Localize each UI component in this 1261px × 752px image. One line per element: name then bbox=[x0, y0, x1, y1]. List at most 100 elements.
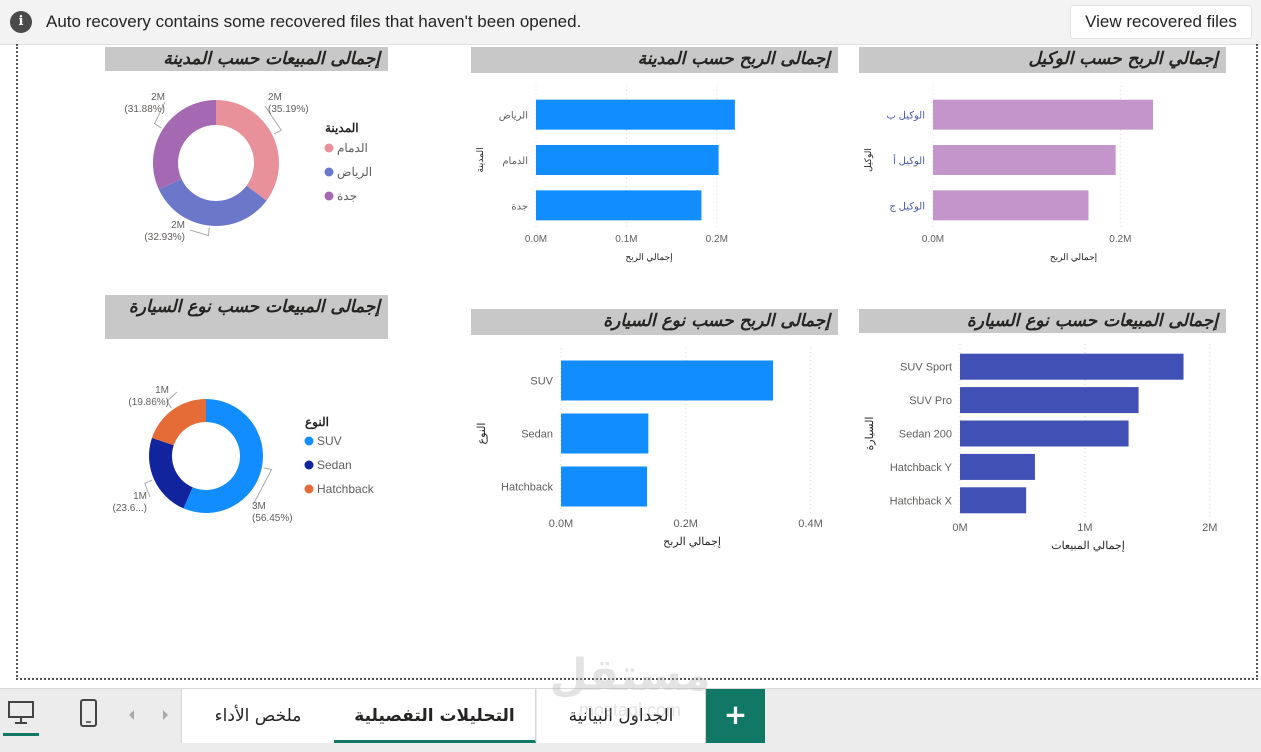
y-category-label: جدة bbox=[511, 201, 528, 212]
data-label: (35.19%) bbox=[268, 104, 309, 115]
sales-by-type-donut-chart[interactable]: 3M(56.45%)1M(23.6...)1M(19.86%) النوع SU… bbox=[105, 345, 395, 535]
legend-item: الرياض bbox=[337, 165, 372, 179]
legend-marker bbox=[304, 460, 314, 470]
visual-title-sales-by-city: إجمالى المبيعات حسب المدينة bbox=[105, 47, 388, 71]
legend-item: جدة bbox=[337, 189, 357, 203]
info-icon: i bbox=[10, 11, 32, 33]
bar bbox=[933, 190, 1089, 221]
leader-line bbox=[166, 391, 178, 409]
x-tick-label: 0.1M bbox=[615, 234, 637, 245]
y-category-label: الدمام bbox=[502, 156, 528, 167]
chevron-right-icon[interactable] bbox=[157, 705, 173, 725]
y-category-label: الوكيل ج bbox=[889, 201, 925, 212]
x-tick-label: 0.0M bbox=[525, 234, 547, 245]
leader-line bbox=[189, 227, 210, 237]
donut-slice bbox=[216, 100, 279, 201]
legend-title: النوع bbox=[305, 415, 329, 430]
tab-data-tables[interactable]: الجداول البيانية bbox=[537, 689, 706, 743]
bar bbox=[561, 360, 774, 401]
x-axis-title: إجمالي الربح bbox=[625, 252, 672, 263]
bar bbox=[960, 420, 1129, 447]
tab-performance-summary[interactable]: ملخص الأداء bbox=[181, 689, 335, 743]
data-label: (32.93%) bbox=[144, 232, 185, 243]
bar bbox=[536, 99, 735, 130]
data-label: (56.45%) bbox=[252, 513, 293, 524]
data-label: 2M bbox=[151, 92, 165, 103]
y-axis-title: النوع bbox=[476, 423, 488, 445]
y-category-label: Sedan bbox=[521, 429, 553, 441]
data-label: (23.6...) bbox=[113, 503, 147, 514]
legend-item: الدمام bbox=[337, 141, 368, 155]
bar bbox=[960, 487, 1027, 514]
donut-slice bbox=[149, 437, 193, 509]
profit-by-city-bar-chart[interactable]: 0.0M 0.1M 0.2M الرياض الدمام جدة إجمالي الربح ا… bbox=[471, 80, 838, 265]
profit-by-type-bar-chart[interactable]: 0.0M 0.2M 0.4M SUV Sedan Hatchback إجمالي الرب… bbox=[471, 340, 838, 570]
x-tick-label: 0.0M bbox=[922, 234, 944, 245]
y-axis-title: السيارة bbox=[864, 417, 876, 451]
legend-title: المدينة bbox=[325, 121, 359, 135]
bar bbox=[960, 387, 1139, 414]
visual-title-profit-by-city: إجمالى الربح حسب المدينة bbox=[471, 47, 838, 73]
data-label: 2M bbox=[171, 220, 185, 231]
tab-detailed-analytics[interactable]: التحليلات التفصيلية bbox=[334, 689, 536, 743]
y-category-label: SUV Pro bbox=[909, 395, 952, 407]
x-tick-label: 0.2M bbox=[1109, 234, 1131, 245]
data-label: (19.86%) bbox=[128, 397, 169, 408]
y-category-label: Hatchback X bbox=[890, 495, 953, 507]
bar bbox=[960, 453, 1035, 480]
chevron-left-icon[interactable] bbox=[124, 705, 140, 725]
legend-marker bbox=[304, 484, 314, 494]
data-label: 1M bbox=[155, 385, 169, 396]
recovery-notification-bar: i Auto recovery contains some recovered … bbox=[0, 0, 1261, 45]
phone-icon[interactable] bbox=[75, 697, 103, 733]
x-tick-label: 0.2M bbox=[674, 518, 698, 530]
x-tick-label: 2M bbox=[1202, 522, 1217, 534]
x-tick-label: 0.2M bbox=[706, 234, 728, 245]
bar bbox=[933, 99, 1154, 130]
y-category-label: Hatchback bbox=[501, 482, 553, 494]
donut-slice bbox=[151, 399, 206, 446]
data-label: 3M bbox=[252, 501, 266, 512]
legend-item: Sedan bbox=[317, 458, 352, 472]
data-label: 2M bbox=[268, 92, 282, 103]
donut-slice bbox=[158, 178, 267, 227]
sales-by-car-bar-chart[interactable]: 0M 1M 2M SUV Sport SUV Pro Sedan 200 Hatchback… bbox=[859, 340, 1226, 570]
visual-title-sales-by-type: إجمالى المبيعات حسب نوع السيارة bbox=[105, 295, 388, 339]
bar bbox=[960, 353, 1184, 380]
bar bbox=[561, 466, 648, 507]
y-category-label: Sedan 200 bbox=[899, 429, 952, 441]
x-axis-title: إجمالي المبيعات bbox=[1051, 540, 1125, 552]
visual-title-profit-by-type: إجمالى الربح حسب نوع السيارة bbox=[471, 309, 838, 335]
x-tick-label: 0.4M bbox=[798, 518, 822, 530]
desktop-icon[interactable] bbox=[3, 697, 39, 736]
leader-line bbox=[153, 101, 166, 129]
bar bbox=[561, 413, 649, 454]
x-axis-title: إجمالي الربح bbox=[1050, 252, 1097, 263]
y-axis-title: الوكيل bbox=[863, 148, 874, 172]
y-axis-title: المدينة bbox=[475, 147, 485, 172]
y-category-label: SUV Sport bbox=[900, 362, 952, 374]
x-tick-label: 0M bbox=[952, 522, 967, 534]
view-recovered-files-button[interactable]: View recovered files bbox=[1070, 5, 1252, 39]
report-canvas bbox=[16, 44, 1258, 680]
y-category-label: الوكيل أ bbox=[893, 154, 925, 167]
y-category-label: الرياض bbox=[499, 111, 528, 122]
sales-by-city-donut-chart[interactable]: 2M(35.19%)2M(32.93%)2M(31.88%) المدينة ا… bbox=[105, 80, 395, 260]
notification-message: Auto recovery contains some recovered fi… bbox=[46, 12, 582, 31]
leader-line bbox=[144, 479, 153, 498]
y-category-label: SUV bbox=[530, 376, 553, 388]
bar bbox=[536, 145, 719, 175]
legend-marker bbox=[324, 167, 334, 177]
visual-title-profit-by-agent: إجمالي الربح حسب الوكيل bbox=[859, 47, 1226, 73]
visual-title-sales-by-car: إجمالى المبيعات حسب نوع السيارة bbox=[859, 309, 1226, 333]
donut-slice bbox=[153, 100, 216, 190]
profit-by-agent-bar-chart[interactable]: 0.0M 0.2M الوكيل ب الوكيل أ الوكيل ج إجمالي ا… bbox=[859, 80, 1226, 265]
bar bbox=[536, 190, 702, 221]
legend-item: SUV bbox=[317, 434, 342, 448]
bar bbox=[933, 145, 1116, 175]
legend-marker bbox=[304, 436, 314, 446]
y-category-label: Hatchback Y bbox=[890, 462, 953, 474]
data-label: (31.88%) bbox=[124, 104, 165, 115]
page-tab-bar: ملخص الأداء التحليلات التفصيلية الجداول … bbox=[0, 688, 1261, 752]
add-page-button[interactable]: + bbox=[706, 689, 765, 743]
